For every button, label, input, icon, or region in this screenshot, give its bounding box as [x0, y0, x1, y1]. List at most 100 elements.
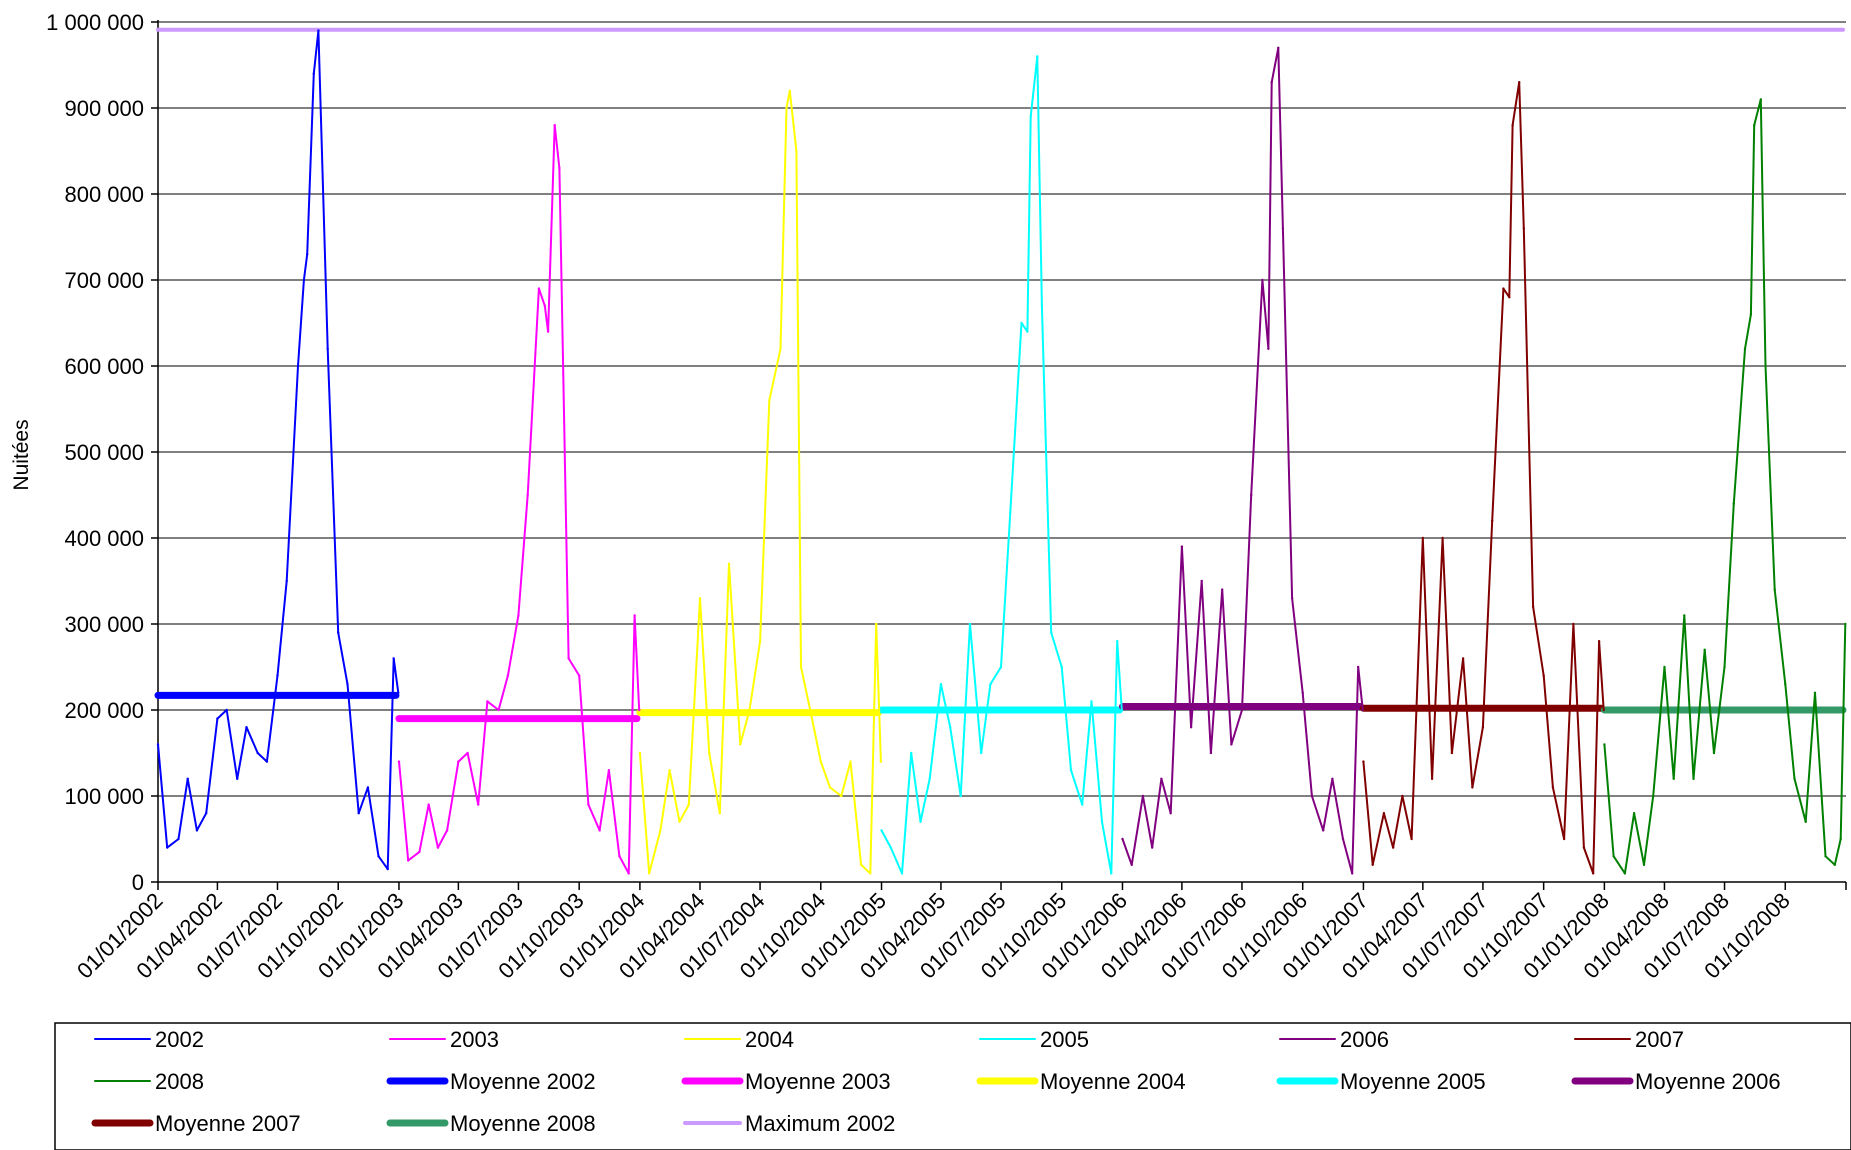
data-point-2002: [166, 846, 169, 849]
data-point-2008: [1813, 691, 1817, 694]
data-point-2007: [1518, 81, 1521, 84]
data-point-2002: [225, 708, 228, 712]
data-point-2005: [1090, 700, 1093, 703]
y-tick-label: 400 000: [64, 526, 144, 551]
data-point-2004: [768, 399, 771, 402]
y-tick-label: 100 000: [64, 784, 144, 809]
x-tick-labels: 01/01/200201/04/200201/07/200201/10/2002…: [72, 888, 1795, 984]
data-point-2005: [1026, 330, 1029, 333]
data-point-2007: [1382, 812, 1386, 815]
data-point-2007: [1471, 786, 1474, 789]
data-point-2002: [317, 29, 320, 32]
data-point-2003: [486, 700, 489, 703]
y-axis-title: Nuitées: [10, 419, 33, 490]
data-point-2005: [1029, 115, 1032, 118]
series-line-2002: [157, 29, 400, 871]
data-point-2002: [377, 855, 380, 858]
data-point-2003: [627, 872, 630, 875]
data-point-2006: [1277, 46, 1280, 49]
data-point-2006: [1341, 837, 1345, 841]
data-point-2004: [708, 751, 711, 755]
data-point-2008: [1632, 812, 1636, 815]
legend-label: 2008: [155, 1069, 204, 1094]
data-point-2002: [392, 657, 395, 660]
data-point-2006: [1281, 227, 1285, 230]
data-point-2008: [1692, 777, 1695, 780]
data-point-2003: [587, 803, 590, 806]
data-point-2007: [1481, 726, 1485, 729]
data-point-2004: [659, 829, 662, 832]
series-line-2007: [1362, 81, 1605, 875]
data-point-2006: [1220, 588, 1224, 591]
data-point-2003: [633, 614, 636, 617]
data-point-2006: [1180, 545, 1184, 548]
data-point-2002: [302, 278, 306, 282]
data-point-2002: [366, 786, 370, 789]
data-point-2002: [305, 253, 309, 256]
legend-label: Maximum 2002: [745, 1111, 895, 1136]
data-point-2005: [900, 872, 904, 875]
data-point-2008: [1793, 777, 1796, 780]
data-point-2007: [1597, 640, 1601, 643]
data-point-2003: [638, 708, 641, 712]
data-point-2004: [799, 665, 803, 669]
data-point-2006: [1189, 726, 1193, 729]
data-point-2008: [1652, 794, 1655, 798]
data-point-2003: [466, 751, 469, 755]
data-point-2006: [1261, 278, 1264, 282]
data-point-2002: [346, 683, 349, 686]
data-point-2004: [840, 794, 843, 798]
data-point-2005: [1069, 769, 1073, 772]
data-point-2005: [1020, 321, 1023, 325]
series-line-2005: [880, 55, 1123, 875]
data-point-2005: [1100, 820, 1104, 823]
legend-label: Moyenne 2003: [745, 1069, 891, 1094]
y-tick-label: 200 000: [64, 698, 144, 723]
data-point-2007: [1450, 751, 1454, 755]
y-tick-label: 1 000 000: [46, 10, 144, 35]
legend-label: 2003: [450, 1027, 499, 1052]
data-point-2002: [245, 726, 248, 729]
gridlines: [151, 21, 1846, 883]
data-point-2007: [1502, 287, 1505, 290]
data-point-2007: [1371, 863, 1374, 866]
data-point-2005: [1060, 665, 1063, 669]
data-point-2006: [1321, 829, 1325, 832]
data-point-2004: [875, 622, 878, 626]
legend-label: Moyenne 2004: [1040, 1069, 1186, 1094]
data-point-2002: [256, 751, 259, 755]
data-point-2005: [989, 683, 992, 686]
data-point-2008: [1623, 872, 1627, 875]
data-point-2008: [1749, 313, 1753, 316]
y-tick-label: 600 000: [64, 354, 144, 379]
data-point-2003: [406, 859, 410, 862]
y-tick-labels: 0 100 000 200 000 300 000 400 000 500 000 600 …: [46, 10, 144, 895]
y-tick-label: 0: [132, 870, 144, 895]
data-point-2002: [386, 867, 389, 871]
data-point-2004: [718, 812, 721, 815]
data-point-2004: [869, 872, 872, 875]
data-point-2006: [1141, 794, 1145, 798]
data-point-2005: [1049, 631, 1053, 634]
data-point-2006: [1331, 777, 1334, 780]
data-point-2002: [177, 837, 180, 841]
data-point-2006: [1267, 347, 1270, 350]
data-point-2005: [910, 751, 913, 755]
data-point-2008: [1804, 820, 1807, 823]
series-line-2008: [1603, 98, 1847, 875]
data-point-2006: [1160, 777, 1163, 780]
data-point-2003: [607, 769, 611, 772]
data-point-2004: [739, 743, 742, 746]
data-point-2006: [1169, 812, 1172, 815]
data-point-2007: [1572, 622, 1575, 626]
data-point-2008: [1833, 863, 1836, 866]
data-point-2008: [1732, 502, 1735, 505]
data-point-2003: [457, 760, 460, 763]
data-point-2008: [1663, 665, 1666, 669]
data-point-2008: [1683, 614, 1686, 617]
y-tick-label: 800 000: [64, 182, 144, 207]
data-point-2005: [1036, 55, 1039, 58]
data-point-2003: [598, 829, 601, 832]
series-line-2003: [398, 124, 641, 875]
data-point-2002: [195, 829, 199, 832]
